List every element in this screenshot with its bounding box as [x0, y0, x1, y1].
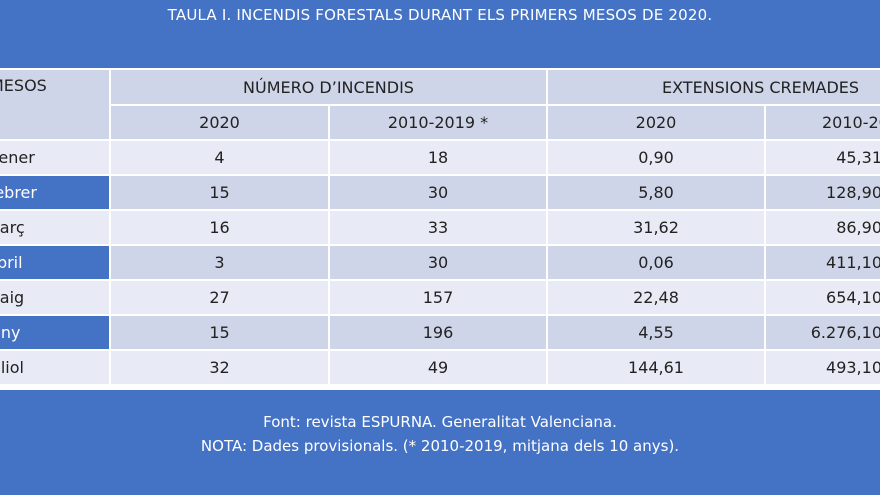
cell-ext-avg: 654,10	[766, 281, 880, 314]
footer-band: Font: revista ESPURNA. Generalitat Valen…	[0, 390, 880, 495]
cell-inc-avg: 196	[330, 316, 546, 349]
cell-inc-2020: 15	[111, 316, 328, 349]
cell-month: Juliol	[0, 351, 109, 384]
cell-ext-2020: 0,90	[548, 141, 764, 174]
cell-month: Juny	[0, 316, 109, 349]
cell-ext-2020: 144,61	[548, 351, 764, 384]
provisional-note: NOTA: Dades provisionals. (* 2010-2019, …	[200, 437, 680, 455]
cell-inc-avg: 18	[330, 141, 546, 174]
cell-inc-avg: 30	[330, 176, 546, 209]
header-2020-extensions: 2020	[548, 106, 764, 139]
header-numero-incendis: NÚMERO D’INCENDIS	[111, 70, 546, 104]
cell-inc-avg: 33	[330, 211, 546, 244]
cell-inc-avg: 157	[330, 281, 546, 314]
cell-ext-avg: 86,90	[766, 211, 880, 244]
cell-inc-2020: 16	[111, 211, 328, 244]
cell-ext-avg: 6.276,10	[766, 316, 880, 349]
cell-month: Maig	[0, 281, 109, 314]
cell-ext-2020: 0,06	[548, 246, 764, 279]
cell-month: Febrer	[0, 176, 109, 209]
cell-inc-2020: 15	[111, 176, 328, 209]
cell-ext-avg: 493,10	[766, 351, 880, 384]
cell-ext-avg: 411,10	[766, 246, 880, 279]
cell-inc-2020: 4	[111, 141, 328, 174]
cell-ext-2020: 4,55	[548, 316, 764, 349]
data-table: MESOS NÚMERO D’INCENDIS EXTENSIONS CREMA…	[0, 70, 880, 388]
cell-ext-avg: 128,90	[766, 176, 880, 209]
cell-month: Març	[0, 211, 109, 244]
cell-month: Abril	[0, 246, 109, 279]
cell-ext-2020: 31,62	[548, 211, 764, 244]
title-band: TAULA I. INCENDIS FORESTALS DURANT ELS P…	[0, 0, 880, 68]
header-2020-incendis: 2020	[111, 106, 328, 139]
header-mesos: MESOS	[0, 70, 109, 139]
cell-ext-2020: 22,48	[548, 281, 764, 314]
source-note: Font: revista ESPURNA. Generalitat Valen…	[263, 413, 617, 431]
header-extensions-cremades: EXTENSIONS CREMADES	[548, 70, 880, 104]
cell-month: Gener	[0, 141, 109, 174]
cell-inc-2020: 3	[111, 246, 328, 279]
table-title: TAULA I. INCENDIS FORESTALS DURANT ELS P…	[167, 6, 713, 24]
header-mesos-label: MESOS	[0, 76, 47, 95]
cell-ext-avg: 45,31	[766, 141, 880, 174]
header-2010-2019-extensions: 2010-2019 *	[766, 106, 880, 139]
cell-inc-2020: 32	[111, 351, 328, 384]
cell-inc-avg: 49	[330, 351, 546, 384]
cell-ext-2020: 5,80	[548, 176, 764, 209]
cell-inc-avg: 30	[330, 246, 546, 279]
cell-inc-2020: 27	[111, 281, 328, 314]
header-2010-2019-incendis: 2010-2019 *	[330, 106, 546, 139]
